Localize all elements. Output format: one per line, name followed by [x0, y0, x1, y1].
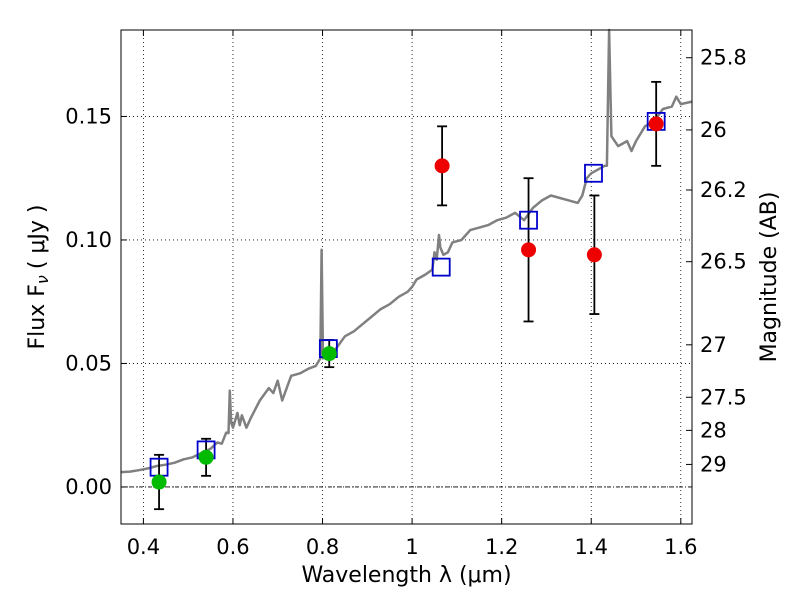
x-tick-label: 0.6 — [216, 535, 249, 559]
spectrum-line — [120, 28, 693, 474]
model-box-marker — [584, 163, 603, 183]
y-axis-label-sub: ν — [33, 275, 52, 284]
y-tick-label: 0.15 — [65, 104, 112, 128]
magnitude-tick-label: 26.2 — [700, 178, 747, 202]
x-axis-label: Wavelength λ (μm) — [301, 563, 511, 588]
y-tick-label: 0.05 — [65, 351, 112, 375]
x-tick-label: 1.4 — [575, 535, 608, 559]
green-data-point — [198, 449, 214, 465]
y-axis-label-main: Flux F — [25, 284, 50, 349]
model-box-marker — [519, 210, 538, 230]
y-tick-label: 0.00 — [65, 475, 112, 499]
plot-frame — [120, 29, 693, 525]
x-tick-label: 0.4 — [127, 535, 160, 559]
y-axis-label: Flux Fν ( μJy ) — [25, 205, 52, 350]
y-axis-label-unit: ( μJy ) — [25, 205, 50, 270]
tick-layer: 0.4 0.6 0.8 1 1.2 1.4 1.6 0.00 0.05 0.10 0.15 25.8 2… — [65, 30, 747, 559]
errorbar-layer — [154, 80, 662, 511]
magnitude-axis-label: Magnitude (AB) — [757, 192, 782, 363]
magnitude-tick-label: 26.5 — [700, 250, 747, 274]
magnitude-tick-label: 29 — [700, 452, 727, 476]
spectrum-layer — [120, 28, 693, 474]
y-tick-label: 0.10 — [65, 228, 112, 252]
red-data-point — [648, 116, 664, 132]
x-tick-label: 1.6 — [664, 535, 697, 559]
magnitude-tick-label: 27.5 — [700, 385, 747, 409]
x-tick-label: 0.8 — [306, 535, 339, 559]
green-data-point — [321, 346, 337, 362]
green-data-point — [151, 474, 167, 490]
model-box-marker — [431, 257, 451, 277]
magnitude-tick-label: 28 — [700, 418, 727, 442]
magnitude-tick-label: 27 — [700, 333, 727, 357]
red-data-point — [434, 158, 450, 174]
point-layer — [151, 116, 664, 490]
magnitude-tick-label: 25.8 — [700, 46, 747, 70]
x-tick-label: 1 — [405, 535, 418, 559]
red-data-point — [521, 242, 537, 258]
red-data-point — [586, 247, 602, 263]
magnitude-tick-label: 26 — [700, 118, 727, 142]
x-tick-label: 1.2 — [485, 535, 518, 559]
